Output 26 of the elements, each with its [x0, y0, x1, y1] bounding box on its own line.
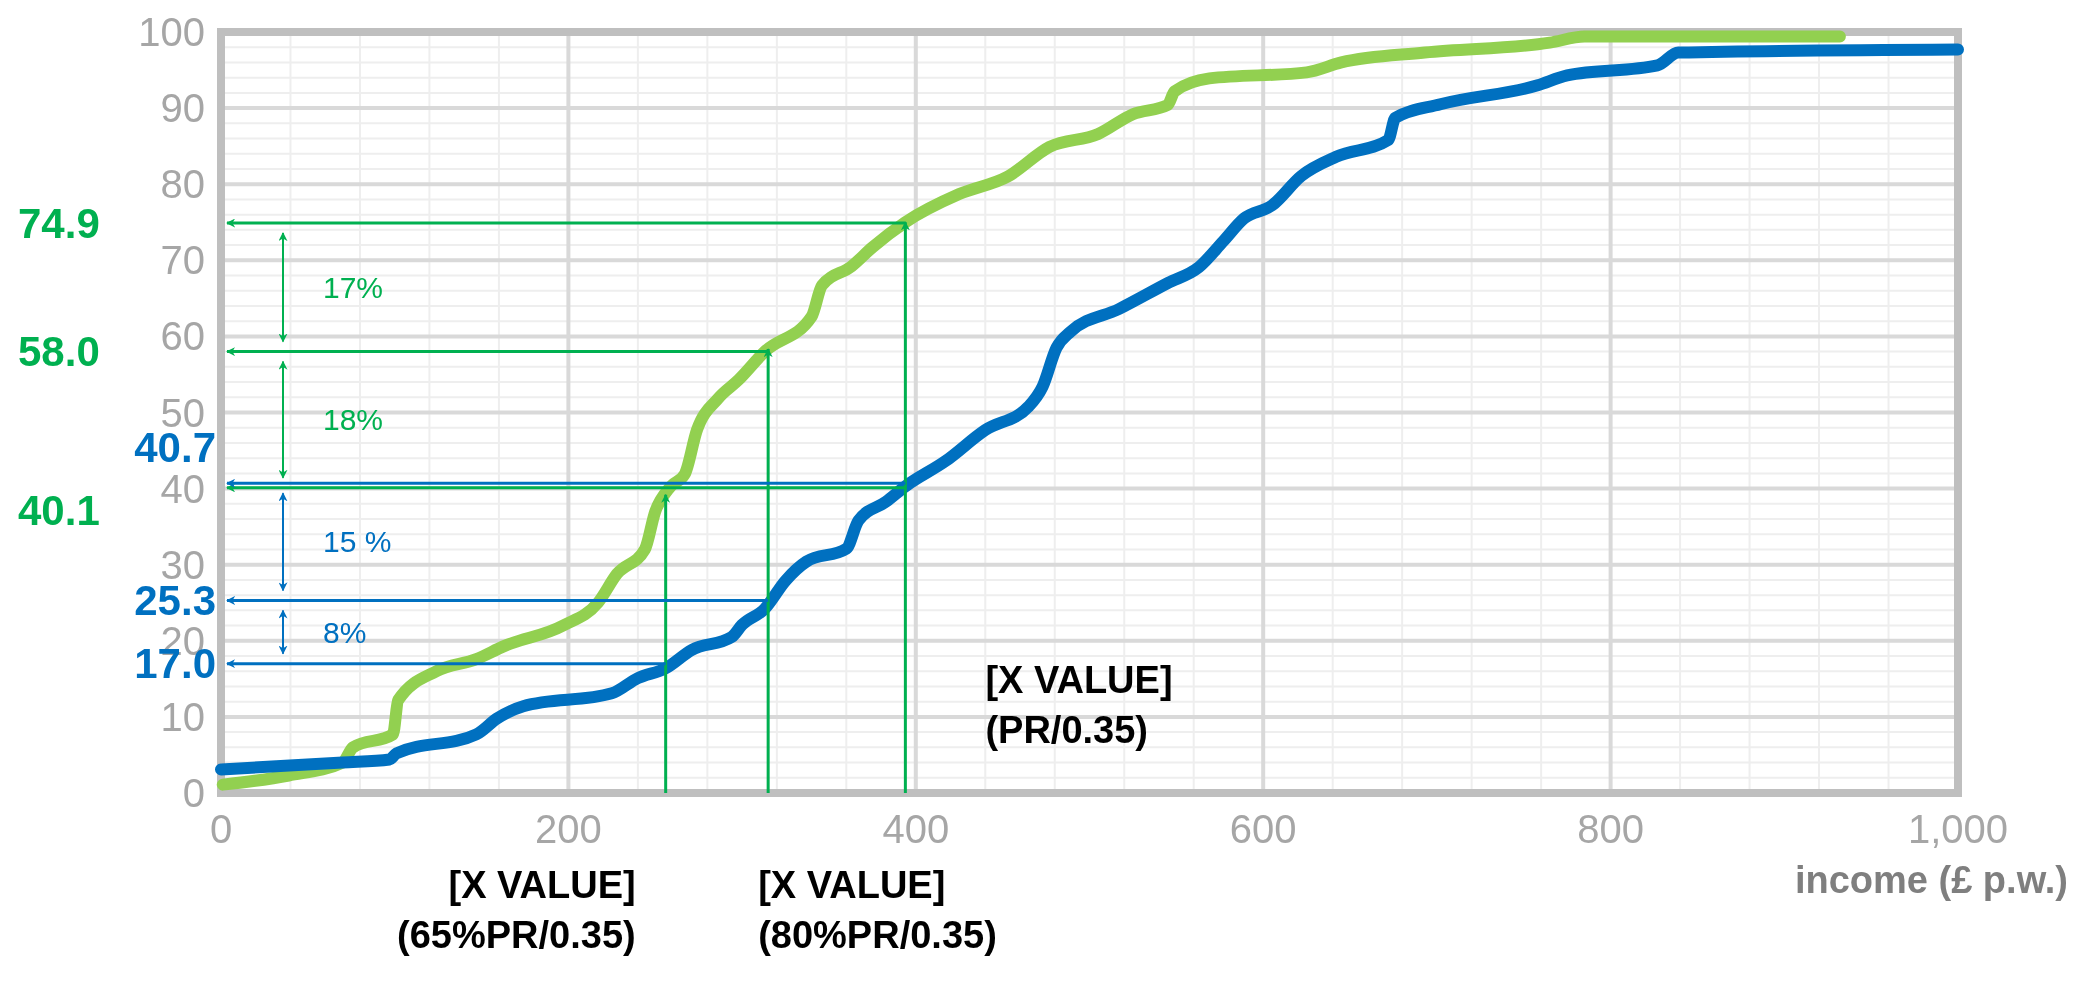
y-tick-label: 100: [138, 10, 205, 54]
ref-line-label: [X VALUE] (65%PR/0.35): [397, 864, 636, 956]
y-tick-label: 90: [160, 86, 205, 131]
x-tick-label: 600: [1229, 807, 1297, 851]
y-tick-label: 10: [160, 694, 205, 739]
x-tick-label: 200: [535, 807, 602, 851]
annotation: 18%: [323, 403, 384, 437]
ref-line-label: 58.0: [18, 328, 100, 376]
x-axis-title: income (£ p.w.): [1794, 859, 2068, 901]
x-tick-label: 0: [209, 807, 233, 851]
ref-line-label: [X VALUE] (80%PR/0.35): [758, 864, 997, 956]
y-tick-label: 80: [160, 162, 205, 207]
y-tick-label: 0: [182, 771, 205, 815]
ref-line-label: 74.9: [18, 199, 100, 247]
y-tick-label: 60: [160, 314, 205, 359]
y-tick-label: 30: [160, 542, 205, 587]
ref-line-label: [X VALUE] (PR/0.35): [985, 659, 1173, 751]
annotation: 17%: [323, 270, 384, 304]
annotation: 15 %: [323, 525, 392, 559]
annotation: 8%: [323, 615, 367, 649]
x-tick-label: 400: [882, 807, 950, 851]
y-tick-label: 70: [160, 238, 205, 283]
ref-line-label: 40.1: [18, 486, 100, 534]
y-tick-label: 40: [160, 466, 205, 511]
x-tick-label: 1,000: [1907, 807, 2009, 851]
x-tick-label: 800: [1577, 807, 1644, 851]
